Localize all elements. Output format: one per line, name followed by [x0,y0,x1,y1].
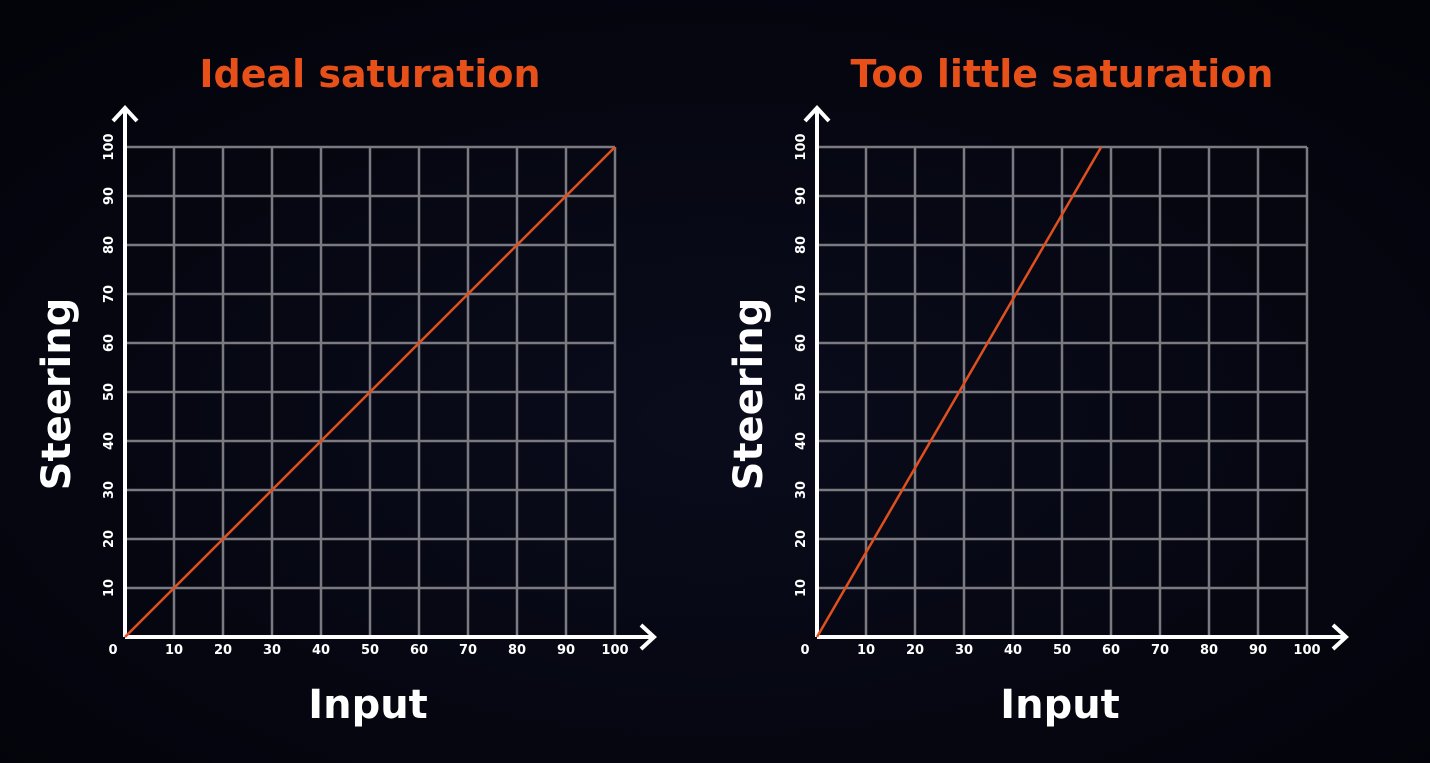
y-axis [111,105,139,637]
x-tick-label: 40 [312,643,330,658]
y-tick-label: 60 [794,334,809,352]
y-tick-label: 100 [102,133,117,160]
x-axis-title: Input [1000,682,1120,728]
y-tick-label: 70 [102,285,117,303]
x-tick-label: 70 [459,643,477,658]
data-line [124,146,616,638]
x-tick-label: 100 [1293,643,1320,658]
chart: Ideal saturation Input Steering 0 10 20 30 40 50… [34,52,657,728]
y-tick-label: 40 [794,432,809,450]
x-tick-label: 20 [906,643,924,658]
x-tick-label: 10 [165,643,183,658]
x-tick-label: 0 [800,643,809,658]
y-axis [803,105,831,637]
y-tick-label: 30 [794,481,809,499]
x-axis-title: Input [308,682,428,728]
y-tick-label: 50 [102,383,117,401]
y-tick-label: 20 [794,530,809,548]
x-tick-label: 0 [108,643,117,658]
x-tick-label: 50 [361,643,379,658]
x-tick-label: 100 [601,643,628,658]
x-tick-label: 30 [955,643,973,658]
x-tick-label: 80 [508,643,526,658]
y-axis-title: Steering [726,298,772,491]
chart: Too little saturation Input Steering 0 10 20 3… [726,52,1349,728]
y-tick-label: 90 [102,187,117,205]
y-tick-label: 10 [102,579,117,597]
y-tick-label: 10 [794,579,809,597]
x-tick-label: 60 [410,643,428,658]
x-tick-label: 90 [1249,643,1267,658]
y-tick-label: 90 [794,187,809,205]
x-tick-label: 50 [1053,643,1071,658]
chart-title: Too little saturation [851,52,1274,96]
x-axis [125,623,657,651]
y-tick-label: 60 [102,334,117,352]
x-tick-label: 90 [557,643,575,658]
x-tick-label: 80 [1200,643,1218,658]
y-tick-label: 100 [794,133,809,160]
x-tick-label: 70 [1151,643,1169,658]
y-tick-label: 30 [102,481,117,499]
chart-title: Ideal saturation [199,52,540,96]
x-axis [817,623,1349,651]
y-tick-label: 70 [794,285,809,303]
y-tick-label: 20 [102,530,117,548]
y-axis-title: Steering [34,298,80,491]
x-tick-label: 60 [1102,643,1120,658]
x-tick-label: 20 [214,643,232,658]
x-tick-label: 10 [857,643,875,658]
x-tick-label: 30 [263,643,281,658]
y-tick-label: 50 [794,383,809,401]
x-tick-label: 40 [1004,643,1022,658]
y-tick-label: 80 [102,236,117,254]
data-line [815,146,1103,638]
y-tick-label: 40 [102,432,117,450]
y-tick-label: 80 [794,236,809,254]
